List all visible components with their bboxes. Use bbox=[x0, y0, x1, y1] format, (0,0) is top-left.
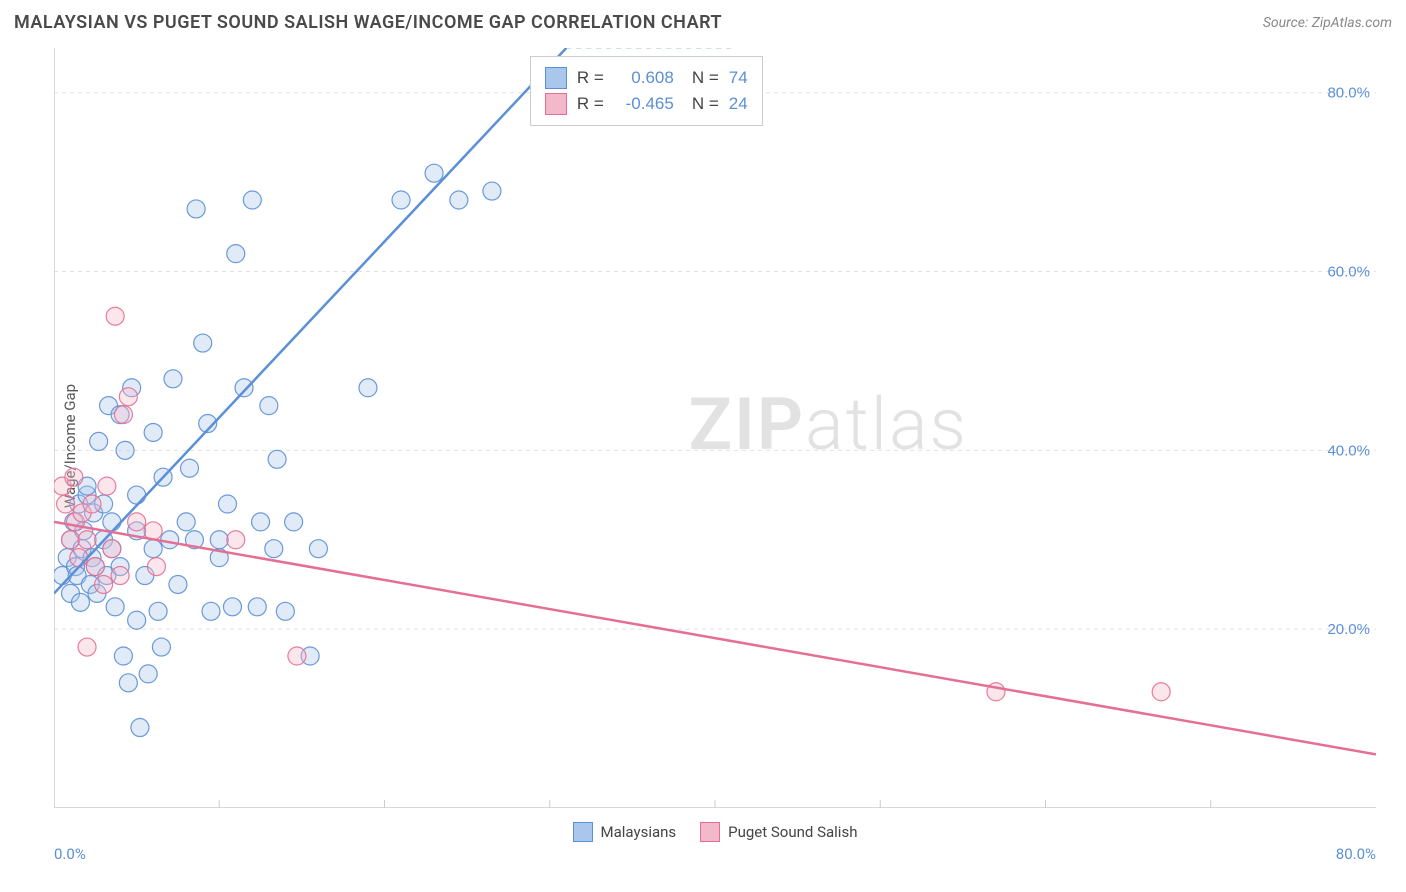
bottom-legend: Malaysians Puget Sound Salish bbox=[54, 822, 1376, 842]
plot-area: 20.0%40.0%60.0%80.0% ZIPatlas R =0.608N … bbox=[54, 48, 1376, 808]
stat-r-label: R = bbox=[577, 68, 604, 88]
scatter-chart: 20.0% 40.0% 60.0% 80.0% bbox=[54, 48, 1376, 808]
legend-label: Puget Sound Salish bbox=[728, 823, 857, 841]
y-tick-label: 60.0% bbox=[1327, 264, 1370, 281]
y-tick-label: 40.0% bbox=[1327, 442, 1370, 459]
stat-n-value: 24 bbox=[729, 94, 748, 114]
stats-row: R = 0.608 N = 74 bbox=[545, 65, 748, 91]
chart-container: MALAYSIAN VS PUGET SOUND SALISH WAGE/INC… bbox=[0, 0, 1406, 892]
chart-title: MALAYSIAN VS PUGET SOUND SALISH WAGE/INC… bbox=[14, 12, 722, 33]
x-axis-max-label: 80.0% bbox=[1336, 845, 1376, 863]
legend-label: Malaysians bbox=[601, 823, 677, 841]
stats-swatch-icon bbox=[545, 67, 567, 89]
stats-swatch-icon bbox=[545, 93, 567, 115]
source-label: Source: ZipAtlas.com bbox=[1263, 15, 1392, 31]
stat-r-value: 0.608 bbox=[614, 68, 674, 88]
legend-swatch-icon bbox=[700, 822, 720, 842]
stat-n-label: N = bbox=[692, 94, 719, 114]
y-tick-label: 80.0% bbox=[1327, 85, 1370, 102]
stat-n-value: 74 bbox=[729, 68, 748, 88]
legend-swatch-icon bbox=[573, 822, 593, 842]
x-axis-min-label: 0.0% bbox=[54, 845, 86, 863]
stats-row: R = -0.465 N = 24 bbox=[545, 91, 748, 117]
y-tick-label: 20.0% bbox=[1327, 621, 1370, 638]
stat-r-label: R = bbox=[577, 94, 604, 114]
legend-item-malaysians: Malaysians bbox=[573, 822, 677, 842]
stats-legend-box: R = 0.608 N = 74 R = -0.465 N = 24 bbox=[530, 56, 763, 126]
stat-r-value: -0.465 bbox=[614, 94, 674, 114]
legend-item-puget-sound-salish: Puget Sound Salish bbox=[700, 822, 857, 842]
header: MALAYSIAN VS PUGET SOUND SALISH WAGE/INC… bbox=[14, 12, 1392, 33]
stat-n-label: N = bbox=[692, 68, 719, 88]
